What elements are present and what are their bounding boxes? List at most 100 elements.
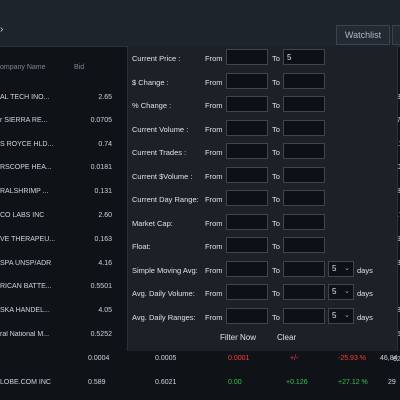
- table-row[interactable]: RICAN BATTE... 0.5501: [0, 277, 128, 297]
- current-dollar-volume-to-input[interactable]: [283, 167, 325, 183]
- filter-row-avg-daily-ranges: Avg. Daily Ranges: From To 5 ⌄ days: [128, 307, 397, 327]
- filter-label: Current $Volume :: [132, 172, 193, 181]
- table-row[interactable]: r SIERRA RE... 0.0705: [0, 111, 128, 131]
- from-label: From: [205, 313, 223, 322]
- select-value: 5: [332, 287, 337, 296]
- filter-label: Current Volume :: [132, 125, 189, 134]
- bid-value: 2.65: [98, 94, 112, 101]
- filter-row-current-volume: Current Volume : From To: [128, 119, 397, 139]
- table-row[interactable]: VE THERAPEU... 0.163: [0, 230, 128, 250]
- current-day-range-from-input[interactable]: [226, 190, 268, 206]
- table-row[interactable]: S ROYCE HLD... 0.74: [0, 135, 128, 155]
- table-row[interactable]: RSCOPE HEA... 0.0181: [0, 158, 128, 178]
- current-day-range-to-input[interactable]: [283, 190, 325, 206]
- table-row[interactable]: ral National M... 0.5252: [0, 325, 128, 345]
- bid-value: 0.163: [94, 236, 112, 243]
- column-header-bid[interactable]: Bid: [74, 64, 85, 71]
- from-label: From: [205, 289, 223, 298]
- from-label: From: [205, 195, 223, 204]
- company-name: SPA UNSP/ADR: [0, 260, 52, 267]
- sma-to-input[interactable]: [283, 261, 325, 277]
- filter-now-button[interactable]: Filter Now: [220, 333, 257, 342]
- dollar-change-to-input[interactable]: [283, 73, 325, 89]
- table-row[interactable]: AL TECH INO... 2.65: [0, 88, 128, 108]
- current-price-to-input[interactable]: 5: [283, 49, 325, 65]
- filter-row-current-dollar-volume: Current $Volume : From To: [128, 166, 397, 186]
- bid-value: 0.5501: [90, 283, 112, 290]
- change-value: 0.0001: [228, 355, 250, 362]
- from-label: From: [205, 54, 223, 63]
- bid-value: 0.131: [94, 188, 112, 195]
- bid-value: 4.16: [98, 260, 112, 267]
- bid-value: 0.0181: [90, 164, 112, 171]
- filter-label: Simple Moving Avg:: [132, 266, 198, 275]
- chevron-down-icon: ⌄: [344, 312, 350, 319]
- avg-daily-volume-days-select[interactable]: 5 ⌄: [328, 284, 354, 300]
- company-name: RSCOPE HEA...: [0, 164, 52, 171]
- table-cell: 0.0005: [155, 355, 177, 362]
- bid-value: 0.5252: [90, 331, 112, 338]
- current-price-from-input[interactable]: [226, 49, 268, 65]
- market-cap-from-input[interactable]: [226, 214, 268, 230]
- select-value: 5: [332, 264, 337, 273]
- filter-row-avg-daily-volume: Avg. Daily Volume: From To 5 ⌄ days: [128, 283, 397, 303]
- avg-daily-ranges-from-input[interactable]: [226, 308, 268, 324]
- from-label: From: [205, 101, 223, 110]
- from-label: From: [205, 266, 223, 275]
- volume-value: 46,84: [380, 355, 398, 362]
- clear-button[interactable]: Clear: [277, 333, 297, 342]
- chevron-down-icon: ⌄: [344, 265, 350, 272]
- filter-row-sma: Simple Moving Avg: From To 5 ⌄ days: [128, 260, 397, 280]
- current-volume-from-input[interactable]: [226, 120, 268, 136]
- current-trades-to-input[interactable]: [283, 143, 325, 159]
- to-label: To: [272, 195, 280, 204]
- table-row[interactable]: RALSHRIMP ... 0.131: [0, 182, 128, 202]
- watchlist-button[interactable]: Watchlist: [336, 25, 390, 45]
- table-cell: 0.0004: [88, 355, 110, 362]
- pct-change-from-input[interactable]: [226, 96, 268, 112]
- dollar-change-from-input[interactable]: [226, 73, 268, 89]
- pct-change-to-input[interactable]: [283, 96, 325, 112]
- avg-daily-volume-from-input[interactable]: [226, 284, 268, 300]
- filter-label: Avg. Daily Volume:: [132, 289, 195, 298]
- filter-label: % Change :: [132, 101, 172, 110]
- to-label: To: [272, 101, 280, 110]
- table-cell: 0.6021: [155, 379, 177, 386]
- avg-daily-volume-to-input[interactable]: [283, 284, 325, 300]
- current-trades-from-input[interactable]: [226, 143, 268, 159]
- table-row[interactable]: SKA HANDEL... 4.05: [0, 301, 128, 321]
- pct-change-value: -25.93 %: [338, 355, 367, 362]
- to-label: To: [272, 78, 280, 87]
- toolbar-extra-button[interactable]: [392, 25, 400, 45]
- avg-daily-ranges-days-select[interactable]: 5 ⌄: [328, 308, 354, 324]
- filter-panel: Current Price : From To 5 $ Change : Fro…: [127, 46, 398, 351]
- avg-daily-ranges-to-input[interactable]: [283, 308, 325, 324]
- right-column-value: 62: [393, 356, 400, 363]
- company-name: RICAN BATTE...: [0, 283, 52, 290]
- table-row[interactable]: CO LABS INC 2.60: [0, 206, 128, 226]
- filter-label: Market Cap:: [132, 219, 173, 228]
- filter-label: Current Price :: [132, 54, 181, 63]
- filter-row-current-day-range: Current Day Range: From To: [128, 189, 397, 209]
- market-cap-to-input[interactable]: [283, 214, 325, 230]
- pct-change-value: +27.12 %: [338, 379, 368, 386]
- top-toolbar: › Watchlist: [0, 0, 400, 47]
- column-header-name[interactable]: ompany Name: [0, 64, 46, 71]
- from-label: From: [205, 125, 223, 134]
- sma-days-select[interactable]: 5 ⌄: [328, 261, 354, 277]
- to-label: To: [272, 266, 280, 275]
- table-row[interactable]: SPA UNSP/ADR 4.16: [0, 254, 128, 274]
- float-from-input[interactable]: [226, 237, 268, 253]
- days-label: days: [357, 266, 373, 275]
- current-dollar-volume-from-input[interactable]: [226, 167, 268, 183]
- collapse-arrow-icon[interactable]: ›: [0, 24, 4, 35]
- current-volume-to-input[interactable]: [283, 120, 325, 136]
- sma-from-input[interactable]: [226, 261, 268, 277]
- filter-row-current-trades: Current Trades : From To: [128, 142, 397, 162]
- to-label: To: [272, 54, 280, 63]
- bid-value: 0.74: [98, 141, 112, 148]
- company-name: RALSHRIMP ...: [0, 188, 49, 195]
- from-label: From: [205, 242, 223, 251]
- to-label: To: [272, 289, 280, 298]
- float-to-input[interactable]: [283, 237, 325, 253]
